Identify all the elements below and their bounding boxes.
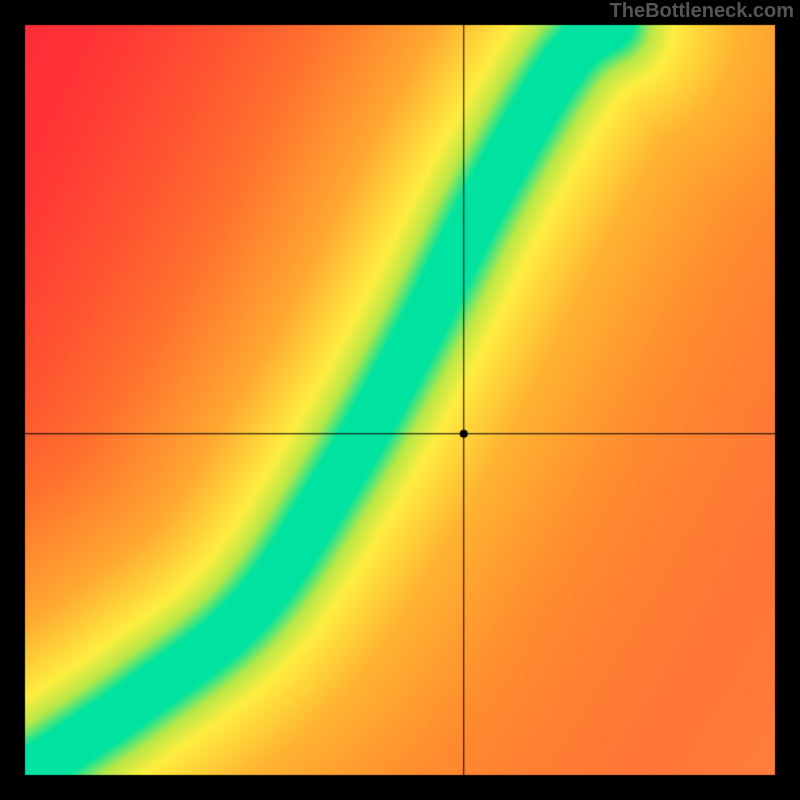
bottleneck-heatmap [0, 0, 800, 800]
watermark-text: TheBottleneck.com [610, 0, 794, 23]
chart-frame: TheBottleneck.com [0, 0, 800, 800]
